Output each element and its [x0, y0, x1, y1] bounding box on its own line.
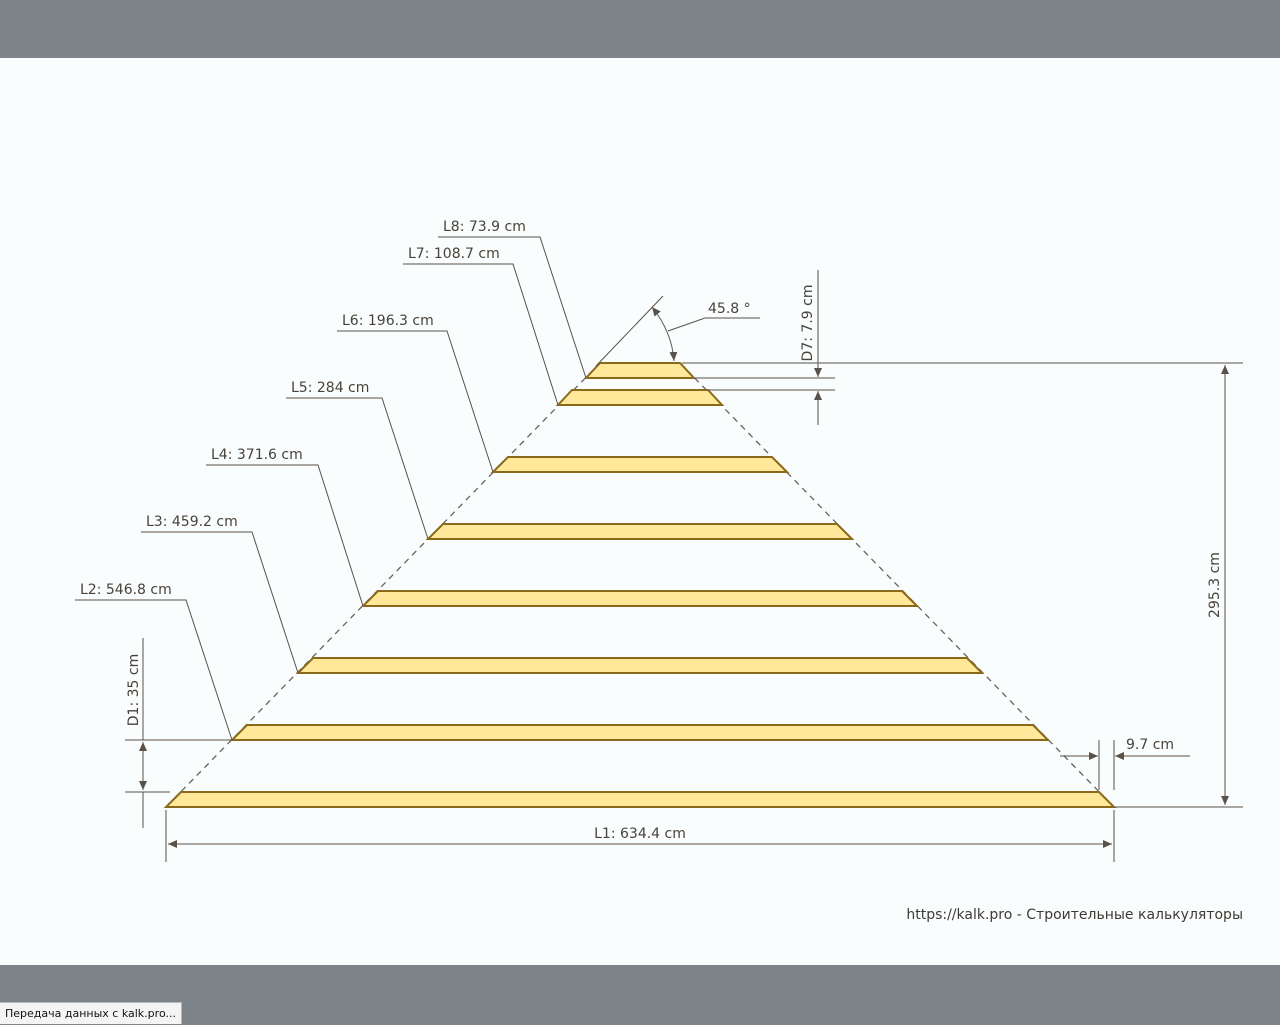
- plank-4: [360, 590, 920, 607]
- plank-3: [295, 657, 985, 674]
- dimension-l1: L1: 634.4 cm: [165, 810, 1115, 862]
- bottom-bar: [0, 965, 1280, 1024]
- plank-1: [163, 791, 1117, 808]
- label-height: 295.3 cm: [1207, 552, 1223, 618]
- credit-text[interactable]: https://kalk.pro - Строительные калькуля…: [906, 907, 1243, 923]
- label-l7: L7: 108.7 cm: [408, 246, 500, 262]
- dimension-d7: D7: 7.9 cm: [694, 270, 835, 425]
- leaders: [75, 236, 587, 741]
- plank-6: [490, 456, 790, 473]
- label-overhang: 9.7 cm: [1126, 737, 1174, 753]
- dimension-height: 295.3 cm: [682, 362, 1243, 808]
- label-l5: L5: 284 cm: [291, 380, 369, 396]
- label-l1: L1: 634.4 cm: [594, 826, 686, 842]
- label-l4: L4: 371.6 cm: [211, 447, 303, 463]
- label-l8: L8: 73.9 cm: [443, 219, 526, 235]
- angle-indicator: 45.8 °: [595, 295, 760, 367]
- label-l6: L6: 196.3 cm: [342, 313, 434, 329]
- plank-2: [229, 724, 1051, 741]
- label-l3: L3: 459.2 cm: [146, 514, 238, 530]
- diagram-canvas: [0, 58, 1280, 965]
- plank-5: [425, 523, 855, 540]
- plank-7: [555, 389, 725, 406]
- plank-8: [583, 362, 697, 379]
- dimension-d1: D1: 35 cm: [125, 638, 232, 828]
- status-bar: Передача данных с kalk.pro...: [0, 1002, 182, 1024]
- top-bar: [0, 0, 1280, 58]
- label-d7: D7: 7.9 cm: [800, 285, 816, 362]
- dimension-overhang: 9.7 cm: [1060, 737, 1190, 790]
- label-d1: D1: 35 cm: [126, 654, 142, 726]
- label-l2: L2: 546.8 cm: [80, 582, 172, 598]
- planks: [163, 362, 1117, 808]
- label-angle: 45.8 °: [708, 301, 751, 317]
